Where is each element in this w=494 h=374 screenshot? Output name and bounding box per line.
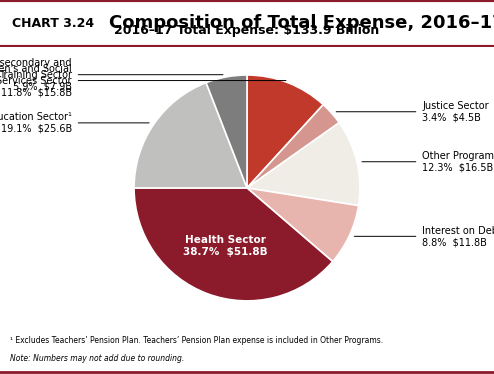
Text: CHART 3.24: CHART 3.24 xyxy=(12,17,94,30)
Text: Children's and Social
Services Sector
11.8%  $15.8B: Children's and Social Services Sector 11… xyxy=(0,64,72,97)
Text: ¹ Excludes Teachers’ Pension Plan. Teachers’ Pension Plan expense is included in: ¹ Excludes Teachers’ Pension Plan. Teach… xyxy=(10,336,383,345)
Text: Postsecondary and
Training Sector
5.9%  $7.9B: Postsecondary and Training Sector 5.9% $… xyxy=(0,58,72,91)
Text: Composition of Total Expense, 2016–17: Composition of Total Expense, 2016–17 xyxy=(109,14,494,33)
Wedge shape xyxy=(247,75,323,188)
Wedge shape xyxy=(247,105,339,188)
Text: Justice Sector
3.4%  $4.5B: Justice Sector 3.4% $4.5B xyxy=(422,101,489,123)
Wedge shape xyxy=(247,123,360,206)
Text: Other Programs
12.3%  $16.5B: Other Programs 12.3% $16.5B xyxy=(422,151,494,172)
Text: Note: Numbers may not add due to rounding.: Note: Numbers may not add due to roundin… xyxy=(10,354,184,363)
Text: 2016–17 Total Expense: $133.9 Billion: 2016–17 Total Expense: $133.9 Billion xyxy=(115,24,379,37)
Text: Health Sector
38.7%  $51.8B: Health Sector 38.7% $51.8B xyxy=(183,235,268,257)
Wedge shape xyxy=(247,188,359,261)
Text: Interest on Debt
8.8%  $11.8B: Interest on Debt 8.8% $11.8B xyxy=(422,226,494,247)
Wedge shape xyxy=(206,75,247,188)
Wedge shape xyxy=(134,188,332,301)
Wedge shape xyxy=(134,83,247,188)
Text: Education Sector¹
19.1%  $25.6B: Education Sector¹ 19.1% $25.6B xyxy=(0,112,72,134)
